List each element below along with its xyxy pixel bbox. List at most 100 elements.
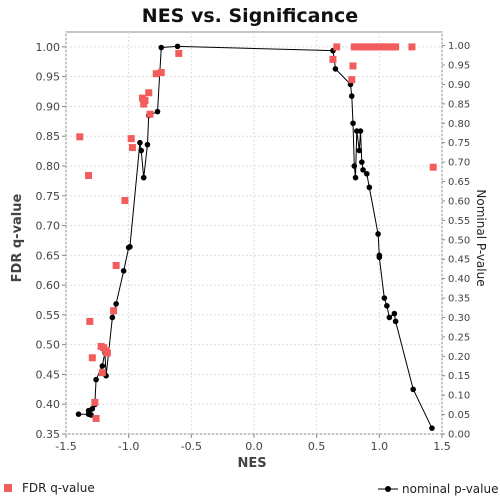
plot-area — [65, 31, 443, 435]
y-tick-label: 0.50 — [36, 339, 61, 352]
y2-tick-label: 0.30 — [448, 313, 470, 324]
y-tick-label: 0.80 — [36, 160, 61, 173]
point-nominal-p-value — [429, 425, 435, 431]
y-tick-label: 0.75 — [36, 190, 61, 203]
point-fdr-q-value — [354, 43, 362, 51]
y-tick-label: 0.55 — [36, 309, 61, 322]
y2-tick-label: 0.00 — [448, 430, 470, 441]
point-nominal-p-value — [88, 412, 94, 418]
y-tick-label: 0.70 — [36, 220, 61, 233]
y2-tick-label: 0.20 — [448, 352, 470, 363]
x-tick-label: 1.5 — [433, 440, 451, 453]
point-nominal-p-value — [381, 295, 388, 301]
point-nominal-p-value — [127, 243, 133, 250]
y2-tick-label: 0.85 — [448, 99, 470, 110]
point-nominal-p-value — [99, 363, 106, 369]
point-fdr-q-value — [98, 369, 106, 377]
y2-tick-label: 0.80 — [448, 119, 470, 130]
point-fdr-q-value — [384, 43, 392, 51]
y2-tick-label: 0.90 — [448, 80, 470, 91]
point-fdr-q-value — [145, 89, 153, 97]
point-nominal-p-value — [348, 93, 355, 99]
y2-axis-label: Nominal P-value — [474, 189, 488, 286]
legend-marker-pvalue — [385, 486, 391, 492]
legend-marker-fdr — [4, 484, 12, 492]
point-nominal-p-value — [332, 66, 339, 72]
point-fdr-q-value — [333, 43, 341, 51]
y2-tick-label: 0.50 — [448, 235, 470, 246]
y-axis-ticks: 0.35 0.40 0.45 0.50 0.55 0.60 0.65 0.70 0.75 0.80… — [36, 41, 66, 441]
y2-tick-label: 0.15 — [448, 371, 470, 382]
point-fdr-q-value — [121, 197, 129, 205]
y2-tick-label: 0.25 — [448, 332, 470, 343]
point-nominal-p-value — [75, 411, 82, 417]
point-fdr-q-value — [365, 43, 373, 51]
point-fdr-q-value — [128, 144, 136, 152]
y2-tick-label: 1.00 — [448, 41, 470, 52]
point-fdr-q-value — [110, 307, 118, 315]
point-nominal-p-value — [391, 310, 398, 317]
point-nominal-p-value — [351, 163, 358, 169]
y2-tick-label: 0.65 — [448, 177, 470, 188]
point-nominal-p-value — [364, 170, 370, 177]
point-nominal-p-value — [384, 303, 390, 309]
y2-tick-label: 0.95 — [448, 61, 470, 72]
point-nominal-p-value — [144, 141, 151, 148]
point-fdr-q-value — [380, 43, 388, 51]
point-nominal-p-value — [410, 386, 416, 393]
point-fdr-q-value — [372, 43, 380, 51]
y-tick-label: 0.95 — [36, 71, 61, 84]
point-nominal-p-value — [357, 128, 364, 134]
y-tick-label: 0.65 — [36, 249, 61, 262]
x-tick-label: 1.0 — [371, 440, 389, 453]
point-fdr-q-value — [146, 110, 154, 118]
point-fdr-q-value — [329, 55, 337, 63]
point-nominal-p-value — [376, 254, 383, 261]
point-fdr-q-value — [408, 43, 416, 51]
point-nominal-p-value — [358, 159, 365, 165]
point-fdr-q-value — [86, 317, 94, 325]
legend-label-fdr: FDR q-value — [22, 481, 95, 495]
y-tick-label: 0.45 — [36, 368, 61, 381]
point-fdr-q-value — [349, 62, 357, 70]
series-layer — [75, 43, 437, 431]
point-fdr-q-value — [392, 43, 400, 51]
x-tick-label: -1.0 — [118, 440, 139, 453]
point-nominal-p-value — [356, 147, 363, 154]
y2-tick-label: 0.05 — [448, 410, 470, 421]
point-nominal-p-value — [93, 376, 99, 383]
point-nominal-p-value — [375, 231, 381, 237]
y-tick-label: 0.60 — [36, 279, 61, 292]
point-fdr-q-value — [362, 43, 370, 51]
y2-tick-label: 0.70 — [448, 158, 470, 169]
point-fdr-q-value — [388, 43, 396, 51]
point-fdr-q-value — [140, 100, 148, 108]
point-nominal-p-value — [392, 318, 399, 325]
y2-tick-label: 0.60 — [448, 196, 470, 207]
point-fdr-q-value — [112, 261, 120, 269]
point-fdr-q-value — [350, 43, 358, 51]
point-fdr-q-value — [103, 349, 111, 357]
y2-tick-label: 0.45 — [448, 255, 470, 266]
point-nominal-p-value — [120, 268, 127, 274]
point-fdr-q-value — [92, 415, 100, 423]
point-nominal-p-value — [140, 174, 147, 181]
point-fdr-q-value — [157, 68, 165, 76]
point-fdr-q-value — [175, 49, 183, 57]
y2-tick-label: 0.40 — [448, 274, 470, 285]
point-nominal-p-value — [352, 174, 359, 181]
x-axis-ticks: -1.5 -1.0 -0.5 0.0 0.5 1.0 1.5 — [55, 434, 451, 453]
point-fdr-q-value — [348, 76, 356, 84]
point-nominal-p-value — [113, 301, 119, 307]
point-nominal-p-value — [386, 314, 393, 321]
point-fdr-q-value — [429, 163, 437, 171]
x-tick-label: -1.5 — [55, 440, 76, 453]
point-fdr-q-value — [152, 70, 160, 78]
point-nominal-p-value — [350, 120, 356, 127]
point-fdr-q-value — [358, 43, 366, 51]
y-tick-label: 1.00 — [36, 41, 61, 54]
y-tick-label: 0.35 — [36, 428, 61, 441]
y-axis-label: FDR q-value — [10, 193, 25, 282]
legend: FDR q-value nominal p-value — [4, 481, 498, 496]
y-tick-label: 0.40 — [36, 398, 61, 411]
